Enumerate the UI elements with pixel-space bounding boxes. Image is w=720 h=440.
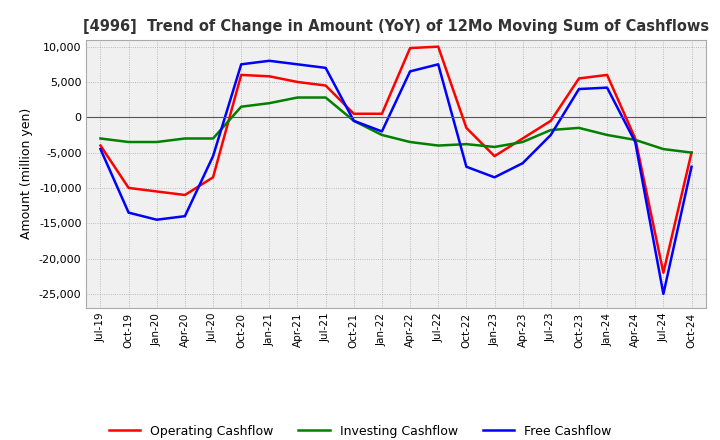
Operating Cashflow xyxy=(687,150,696,155)
Free Cashflow xyxy=(659,291,667,297)
Operating Cashflow xyxy=(321,83,330,88)
Operating Cashflow xyxy=(209,175,217,180)
Free Cashflow xyxy=(349,118,358,124)
Operating Cashflow xyxy=(659,270,667,275)
Free Cashflow xyxy=(546,132,555,138)
Operating Cashflow xyxy=(349,111,358,117)
Operating Cashflow xyxy=(462,125,471,131)
Operating Cashflow xyxy=(575,76,583,81)
Free Cashflow xyxy=(575,86,583,92)
Operating Cashflow xyxy=(96,143,105,148)
Free Cashflow xyxy=(265,58,274,63)
Investing Cashflow xyxy=(321,95,330,100)
Free Cashflow xyxy=(631,139,639,145)
Free Cashflow xyxy=(434,62,443,67)
Investing Cashflow xyxy=(434,143,443,148)
Free Cashflow xyxy=(181,213,189,219)
Line: Investing Cashflow: Investing Cashflow xyxy=(101,98,691,153)
Y-axis label: Amount (million yen): Amount (million yen) xyxy=(20,108,33,239)
Free Cashflow xyxy=(209,154,217,159)
Investing Cashflow xyxy=(96,136,105,141)
Investing Cashflow xyxy=(518,139,527,145)
Free Cashflow xyxy=(153,217,161,222)
Free Cashflow xyxy=(237,62,246,67)
Operating Cashflow xyxy=(125,185,133,191)
Investing Cashflow xyxy=(659,147,667,152)
Investing Cashflow xyxy=(406,139,415,145)
Free Cashflow xyxy=(377,129,386,134)
Operating Cashflow xyxy=(237,72,246,77)
Operating Cashflow xyxy=(490,154,499,159)
Investing Cashflow xyxy=(575,125,583,131)
Investing Cashflow xyxy=(687,150,696,155)
Operating Cashflow xyxy=(631,136,639,141)
Operating Cashflow xyxy=(293,79,302,84)
Operating Cashflow xyxy=(406,45,415,51)
Title: [4996]  Trend of Change in Amount (YoY) of 12Mo Moving Sum of Cashflows: [4996] Trend of Change in Amount (YoY) o… xyxy=(83,19,709,34)
Operating Cashflow xyxy=(434,44,443,49)
Investing Cashflow xyxy=(265,100,274,106)
Investing Cashflow xyxy=(209,136,217,141)
Investing Cashflow xyxy=(293,95,302,100)
Free Cashflow xyxy=(518,161,527,166)
Investing Cashflow xyxy=(377,132,386,138)
Investing Cashflow xyxy=(462,142,471,147)
Investing Cashflow xyxy=(349,118,358,124)
Free Cashflow xyxy=(96,147,105,152)
Investing Cashflow xyxy=(181,136,189,141)
Operating Cashflow xyxy=(603,72,611,77)
Operating Cashflow xyxy=(181,192,189,198)
Free Cashflow xyxy=(603,85,611,90)
Investing Cashflow xyxy=(153,139,161,145)
Operating Cashflow xyxy=(546,118,555,124)
Investing Cashflow xyxy=(546,127,555,132)
Operating Cashflow xyxy=(518,136,527,141)
Free Cashflow xyxy=(687,164,696,169)
Investing Cashflow xyxy=(125,139,133,145)
Investing Cashflow xyxy=(631,137,639,143)
Operating Cashflow xyxy=(265,73,274,79)
Investing Cashflow xyxy=(603,132,611,138)
Free Cashflow xyxy=(321,65,330,70)
Operating Cashflow xyxy=(377,111,386,117)
Free Cashflow xyxy=(125,210,133,215)
Free Cashflow xyxy=(406,69,415,74)
Operating Cashflow xyxy=(153,189,161,194)
Investing Cashflow xyxy=(237,104,246,109)
Line: Operating Cashflow: Operating Cashflow xyxy=(101,47,691,273)
Free Cashflow xyxy=(293,62,302,67)
Free Cashflow xyxy=(490,175,499,180)
Investing Cashflow xyxy=(490,144,499,150)
Legend: Operating Cashflow, Investing Cashflow, Free Cashflow: Operating Cashflow, Investing Cashflow, … xyxy=(104,420,616,440)
Line: Free Cashflow: Free Cashflow xyxy=(101,61,691,294)
Free Cashflow xyxy=(462,164,471,169)
